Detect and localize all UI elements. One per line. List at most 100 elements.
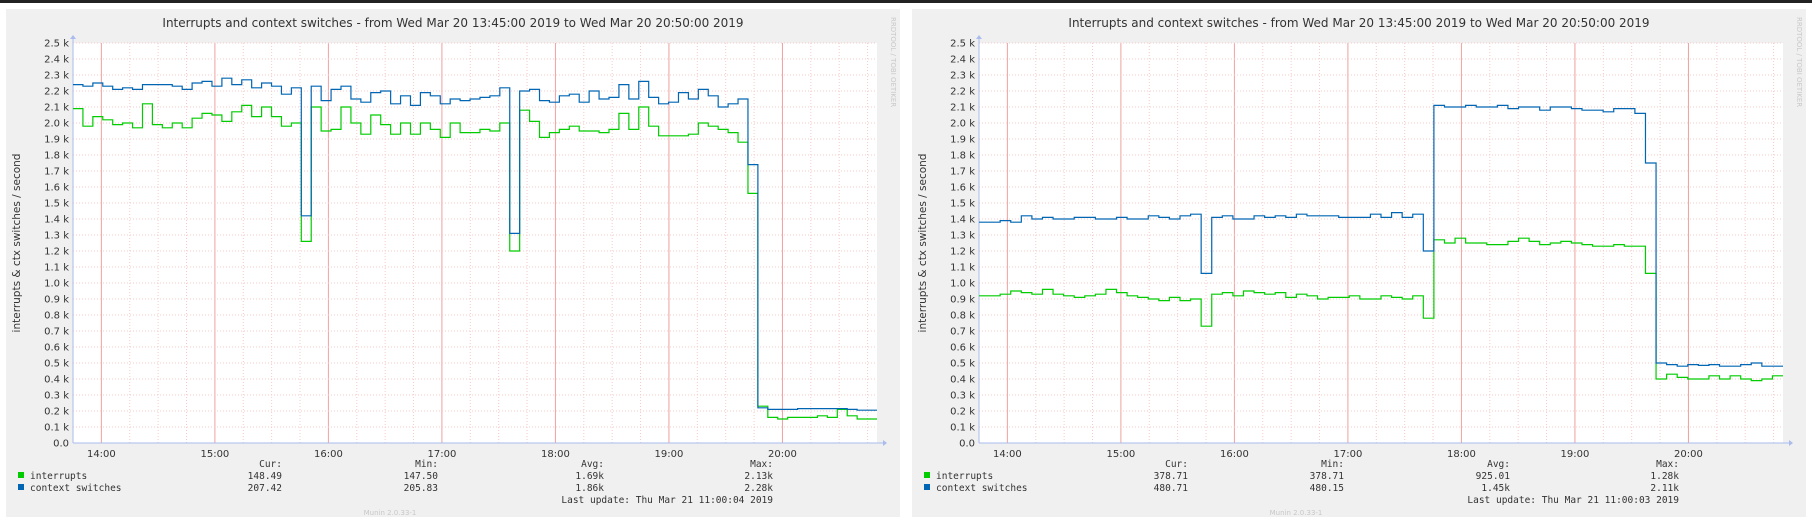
grid [73, 42, 877, 444]
y-tick-label: 1.8 k [950, 151, 975, 162]
y-tick-label: 2.0 k [950, 119, 975, 130]
y-tick-label: 2.3 k [950, 71, 975, 82]
legend-name: context switches [936, 483, 1028, 494]
y-tick-label: 1.3 k [44, 231, 69, 242]
x-tick-label: 18:00 [541, 449, 570, 460]
top-border [0, 0, 1812, 3]
y-tick-label: 2.0 k [44, 119, 69, 130]
y-tick-label: 1.2 k [950, 247, 975, 258]
y-axis-arrow [976, 35, 982, 39]
y-tick-label: 0.0 [959, 439, 975, 450]
last-update: Last update: Thu Mar 21 11:00:03 2019 [1467, 495, 1679, 506]
y-tick-label: 1.9 k [950, 135, 975, 146]
y-tick-label: 0.9 k [950, 295, 975, 306]
stats-header-avg: Avg: [1487, 459, 1510, 470]
legend-max-value: 2.11k [1650, 483, 1679, 494]
stats-header-cur: Cur: [259, 459, 282, 470]
x-tick-label: 17:00 [1333, 449, 1362, 460]
stats-header-max: Max: [1656, 459, 1679, 470]
legend-cur-value: 378.71 [1154, 471, 1189, 482]
y-tick-label: 2.5 k [44, 39, 69, 50]
y-tick-label: 2.3 k [44, 71, 69, 82]
y-tick-label: 1.6 k [950, 183, 975, 194]
chart-title: Interrupts and context switches - from W… [1068, 16, 1649, 30]
x-tick-label: 16:00 [314, 449, 343, 460]
y-tick-label: 1.8 k [44, 151, 69, 162]
y-tick-label: 1.0 k [44, 279, 69, 290]
x-tick-label: 15:00 [200, 449, 229, 460]
y-tick-label: 1.7 k [44, 167, 69, 178]
munin-version: Munin 2.0.33-1 [1270, 509, 1323, 517]
munin-graph-right: 0.0 0.1 k 0.2 k 0.3 k 0.4 k 0.5 k 0.6 k 0.7 k 0.… [912, 9, 1806, 517]
plot-area [73, 43, 877, 443]
y-tick-label: 0.6 k [44, 343, 69, 354]
legend-swatch [924, 484, 930, 490]
series-line-context-switches [979, 104, 1783, 367]
legend-min-value: 147.50 [404, 471, 439, 482]
series-line-interrupts [73, 103, 877, 420]
stats-header-max: Max: [750, 459, 773, 470]
y-tick-label: 1.4 k [950, 215, 975, 226]
legend-cur-value: 480.71 [1154, 483, 1189, 494]
y-tick-label: 0.6 k [950, 343, 975, 354]
series-line-context-switches [73, 77, 877, 411]
y-axis-label: interrupts & ctx switches / second [917, 154, 929, 333]
y-tick-label: 0.7 k [44, 327, 69, 338]
last-update: Last update: Thu Mar 21 11:00:04 2019 [561, 495, 773, 506]
rrdtool-credit: RRDTOOL / TOBI OETIKER [889, 17, 897, 107]
y-tick-label: 0.2 k [44, 407, 69, 418]
y-tick-label: 1.5 k [950, 199, 975, 210]
stats-header-min: Min: [415, 459, 438, 470]
munin-version: Munin 2.0.33-1 [364, 509, 417, 517]
y-axis-arrow [70, 35, 76, 39]
y-tick-label: 1.9 k [44, 135, 69, 146]
legend-min-value: 480.15 [1310, 483, 1344, 494]
x-axis-arrow [1789, 440, 1793, 446]
y-tick-label: 0.0 [53, 439, 69, 450]
x-axis-arrow [883, 440, 887, 446]
y-tick-label: 0.7 k [950, 327, 975, 338]
y-tick-label: 0.1 k [950, 423, 975, 434]
x-tick-label: 16:00 [1220, 449, 1249, 460]
y-tick-label: 2.1 k [950, 103, 975, 114]
legend-cur-value: 207.42 [248, 483, 282, 494]
y-tick-label: 0.4 k [44, 375, 69, 386]
stats-header-cur: Cur: [1165, 459, 1188, 470]
legend-avg-value: 925.01 [1476, 471, 1511, 482]
y-tick-label: 1.2 k [44, 247, 69, 258]
x-tick-label: 20:00 [1674, 449, 1703, 460]
y-tick-label: 2.1 k [44, 103, 69, 114]
legend-max-value: 2.28k [744, 483, 773, 494]
chart-title: Interrupts and context switches - from W… [162, 16, 743, 30]
y-tick-label: 2.5 k [950, 39, 975, 50]
y-tick-label: 0.5 k [950, 359, 975, 370]
legend-name: interrupts [936, 471, 993, 482]
legend-name: interrupts [30, 471, 87, 482]
chart-left: 0.0 0.1 k 0.2 k 0.3 k 0.4 k 0.5 k 0.6 k 0.7 k 0.… [11, 16, 897, 517]
x-tick-label: 20:00 [768, 449, 797, 460]
stats-header-min: Min: [1321, 459, 1344, 470]
legend-min-value: 378.71 [1310, 471, 1345, 482]
y-tick-label: 1.1 k [44, 263, 69, 274]
y-tick-label: 0.5 k [44, 359, 69, 370]
legend-avg-value: 1.86k [575, 483, 604, 494]
y-tick-label: 1.6 k [44, 183, 69, 194]
y-tick-label: 1.1 k [950, 263, 975, 274]
series-line-interrupts [979, 237, 1783, 382]
y-tick-label: 2.4 k [44, 55, 69, 66]
y-tick-label: 1.5 k [44, 199, 69, 210]
y-tick-label: 0.8 k [950, 311, 975, 322]
x-tick-label: 14:00 [993, 449, 1022, 460]
legend-min-value: 205.83 [404, 483, 438, 494]
y-tick-label: 2.2 k [44, 87, 69, 98]
legend-swatch [18, 484, 24, 490]
legend-avg-value: 1.69k [575, 471, 604, 482]
x-tick-label: 14:00 [87, 449, 116, 460]
stats-header-avg: Avg: [581, 459, 604, 470]
legend-max-value: 2.13k [744, 471, 773, 482]
x-tick-label: 18:00 [1447, 449, 1476, 460]
legend-swatch [924, 472, 930, 478]
y-tick-label: 2.2 k [950, 87, 975, 98]
rrdtool-credit: RRDTOOL / TOBI OETIKER [1795, 17, 1803, 107]
y-tick-label: 1.0 k [950, 279, 975, 290]
